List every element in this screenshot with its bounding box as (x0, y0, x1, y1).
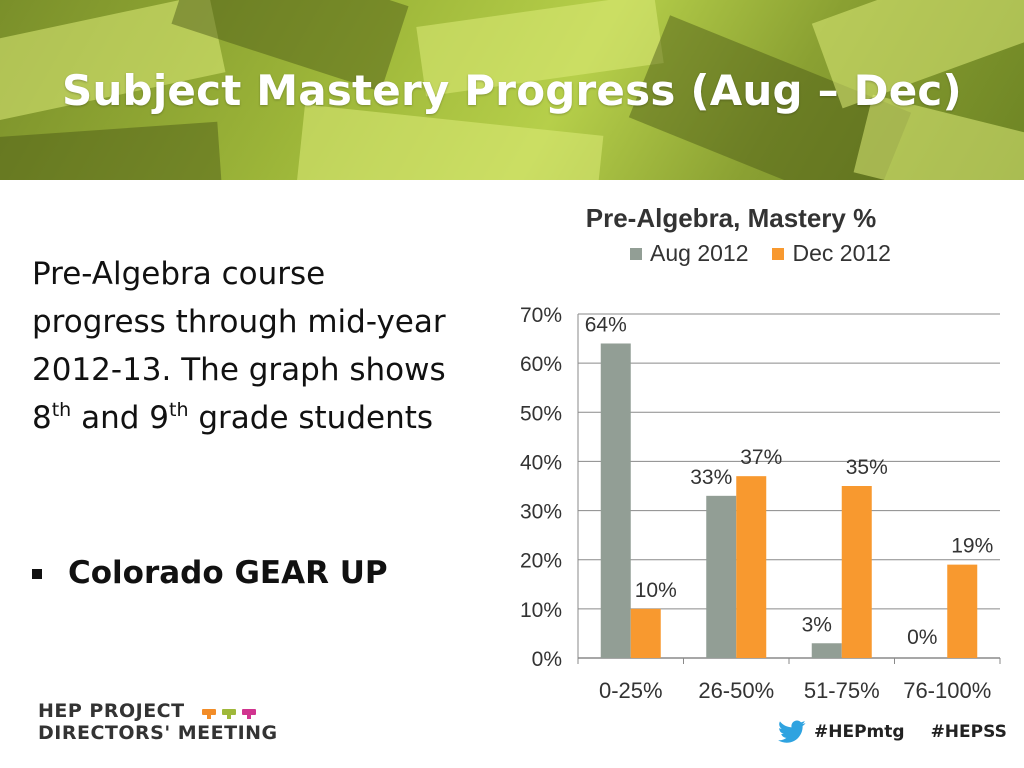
logo-line-1: HEP PROJECT (38, 700, 185, 722)
legend-item-aug: Aug 2012 (630, 240, 748, 267)
superscript: th (169, 399, 189, 421)
data-label: 10% (635, 579, 677, 602)
legend-label-dec: Dec 2012 (792, 240, 891, 266)
data-label: 33% (690, 466, 732, 489)
y-tick-label: 40% (520, 451, 562, 474)
bullet-text: Colorado GEAR UP (68, 555, 388, 591)
logo-line-2: DIRECTORS' MEETING (38, 722, 278, 744)
hashtag-bar: #HEPmtg #HEPSS (778, 720, 1007, 744)
bar-chart: 0% 10% 20% 30% 40% 50% 60% 70% 64% 10% 0-25% 33% 37%… (520, 304, 1001, 703)
x-tick-label: 0-25% (599, 678, 663, 703)
data-label: 37% (740, 446, 782, 469)
x-tick-label: 76-100% (903, 678, 991, 703)
bar-dec (736, 476, 767, 658)
chart-title: Pre-Algebra, Mastery % (585, 203, 877, 233)
y-tick-label: 20% (520, 550, 562, 573)
data-label: 35% (846, 456, 888, 479)
bar-dec (947, 564, 978, 658)
bullet-square-icon (32, 569, 42, 579)
description-text: Pre-Algebra course progress through mid-… (32, 250, 452, 442)
legend-item-dec: Dec 2012 (772, 240, 891, 267)
bar-aug (600, 343, 631, 658)
bar-aug (706, 495, 737, 658)
y-tick-label: 50% (520, 402, 562, 425)
page-title: Subject Mastery Progress (Aug – Dec) (62, 66, 962, 115)
hashtag-hepmtg[interactable]: #HEPmtg (814, 722, 905, 742)
y-tick-label: 30% (520, 501, 562, 524)
twitter-bird-icon (778, 720, 806, 743)
description-part: Pre-Algebra course progress through mid-… (32, 256, 446, 436)
legend-label-aug: Aug 2012 (650, 240, 749, 266)
bar-dec (630, 608, 661, 658)
bar-aug (811, 643, 842, 658)
description-part: grade students (188, 400, 434, 436)
legend-swatch-dec (772, 247, 785, 260)
chart-legend: Aug 2012 Dec 2012 (630, 240, 915, 267)
y-tick-label: 0% (532, 648, 562, 671)
data-label: 19% (951, 535, 993, 558)
superscript: th (51, 399, 72, 421)
graduation-caps-icon (201, 708, 262, 719)
bullet-item: Colorado GEAR UP (32, 555, 388, 591)
x-tick-label: 26-50% (698, 678, 774, 703)
y-tick-label: 60% (520, 353, 562, 376)
x-tick-label: 51-75% (804, 678, 880, 703)
header-banner: Subject Mastery Progress (Aug – Dec) (0, 0, 1024, 180)
description-part: and 9 (71, 400, 169, 436)
y-tick-label: 10% (520, 599, 562, 622)
hashtag-hepss[interactable]: #HEPSS (930, 722, 1007, 742)
bar-dec (841, 486, 872, 658)
data-label: 0% (907, 626, 937, 649)
legend-swatch-aug (630, 247, 642, 260)
data-label: 3% (802, 613, 832, 636)
y-tick-label: 70% (520, 304, 562, 327)
data-label: 64% (585, 313, 627, 336)
hep-logo: HEP PROJECT DIRECTORS' MEETING (38, 700, 278, 744)
